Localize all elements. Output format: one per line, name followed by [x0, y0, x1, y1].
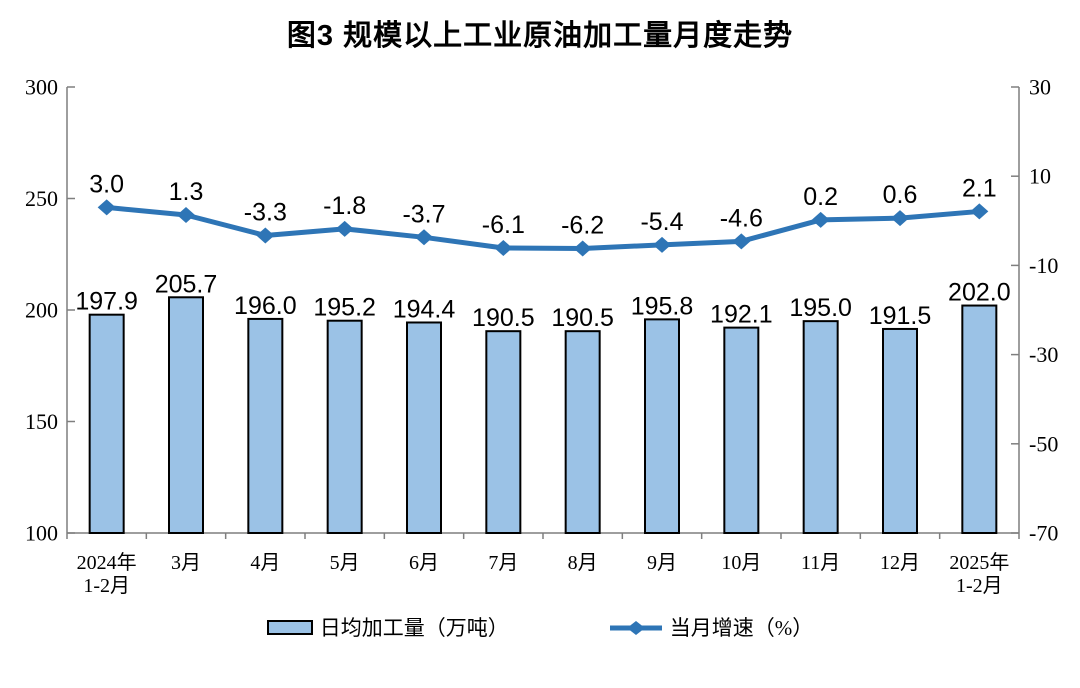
line-value-label: 0.6	[883, 181, 918, 209]
x-axis-label: 2025年 1-2月	[949, 551, 1009, 597]
bar	[882, 327, 918, 534]
chart-title: 图3 规模以上工业原油加工量月度走势	[286, 20, 794, 52]
line-marker	[256, 227, 275, 244]
line-marker	[97, 199, 116, 216]
left-axis-tick-label: 100	[25, 521, 58, 546]
legend: 日均加工量（万吨） 当月增速（%）	[0, 612, 1080, 642]
x-axis-label: 8月	[568, 552, 598, 574]
x-axis-label: 10月	[721, 552, 761, 574]
x-axis-label: 4月	[250, 552, 280, 574]
line-marker	[573, 240, 592, 257]
right-axis-tick-label: 30	[1029, 75, 1051, 100]
line-value-label: -5.4	[640, 208, 683, 236]
bar-series-swatch	[266, 619, 313, 635]
bar	[802, 320, 839, 534]
plot-area: 100 150 200 250 300 -70 -50 -30 -10 10 30 197.9 205.…	[25, 75, 1058, 598]
bar	[564, 330, 601, 534]
x-axis-label: 2024年 1-2月	[77, 551, 137, 597]
line-value-label: -6.2	[561, 211, 604, 239]
bar-value-label: 205.7	[155, 270, 218, 298]
line-value-label: 1.3	[169, 178, 204, 206]
left-axis-tick-label: 250	[25, 186, 58, 211]
line-marker	[494, 240, 513, 257]
line-marker	[177, 207, 195, 224]
bar-value-label: 197.9	[75, 288, 138, 316]
line-value-label: -1.8	[323, 192, 366, 220]
bar	[961, 304, 998, 535]
bar	[723, 326, 760, 534]
bar-value-label: 195.8	[631, 292, 694, 320]
growth-line	[104, 204, 982, 251]
line-value-label: 3.0	[89, 170, 124, 198]
line-value-label: -3.7	[402, 200, 445, 228]
line-marker-sample-icon	[609, 621, 662, 635]
bar	[644, 318, 680, 534]
bar-value-label: 195.0	[789, 294, 852, 322]
x-axis-label: 6月	[409, 552, 439, 574]
x-axis-label: 3月	[171, 552, 201, 574]
line-marker	[811, 211, 830, 228]
line-marker	[732, 233, 751, 250]
right-axis-tick-label: -70	[1029, 521, 1058, 546]
bar	[168, 296, 204, 534]
x-axis-label: 11月	[801, 552, 840, 574]
line-value-label: -4.6	[720, 204, 763, 232]
left-axis-tick-label: 200	[25, 298, 58, 323]
bar-series-label: 日均加工量（万吨）	[319, 616, 509, 640]
bar-value-label: 196.0	[234, 292, 297, 320]
line-marker	[970, 203, 989, 220]
line-marker	[335, 220, 354, 237]
bar-value-label: 190.5	[551, 304, 614, 332]
right-axis-tick-label: -50	[1029, 431, 1058, 456]
x-axis-label: 12月	[880, 552, 920, 574]
bar-value-label: 195.2	[313, 294, 376, 322]
line-value-label: -6.1	[482, 211, 525, 239]
bar	[326, 319, 363, 535]
bar	[485, 330, 522, 534]
line-marker	[415, 229, 433, 246]
line-marker	[653, 236, 671, 253]
bar-value-label: 190.5	[472, 304, 535, 332]
bar-value-label: 191.5	[869, 302, 932, 330]
right-axis-tick-label: -30	[1029, 342, 1058, 367]
right-axis-tick-label: 10	[1029, 164, 1051, 189]
x-axis-label: 7月	[488, 552, 518, 574]
x-axis-label: 9月	[647, 552, 677, 574]
bar-value-label: 202.0	[948, 279, 1011, 307]
bar-value-label: 192.1	[710, 301, 773, 329]
left-axis-tick-label: 300	[25, 75, 58, 100]
bar-value-label: 194.4	[393, 295, 456, 323]
line-series-swatch	[609, 618, 663, 636]
x-axis-label: 5月	[330, 552, 360, 574]
right-axis-tick-label: -10	[1029, 253, 1058, 278]
line-series-label: 当月增速（%）	[669, 616, 814, 640]
bar	[406, 321, 442, 534]
line-value-label: -3.3	[244, 199, 287, 227]
legend-item-bar: 日均加工量（万吨）	[266, 612, 509, 642]
legend-item-line: 当月增速（%）	[609, 612, 814, 642]
left-axis-tick-label: 150	[25, 409, 58, 434]
bar	[88, 313, 125, 535]
bar	[247, 317, 284, 535]
line-value-label: 2.1	[962, 174, 997, 202]
line-marker	[891, 210, 909, 227]
line-value-label: 0.2	[803, 183, 838, 211]
